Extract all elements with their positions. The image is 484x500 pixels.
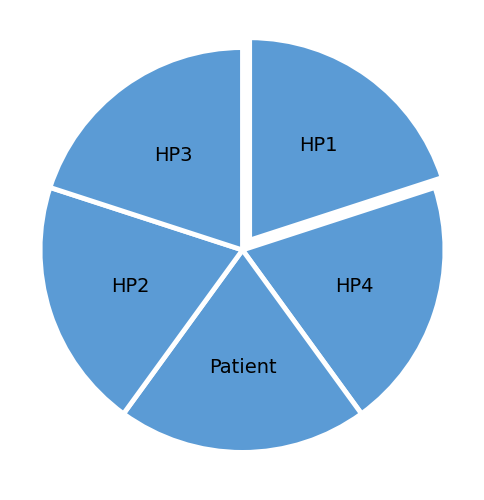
Wedge shape — [249, 38, 441, 240]
Text: HP1: HP1 — [299, 136, 337, 154]
Wedge shape — [50, 48, 242, 250]
Text: Patient: Patient — [208, 358, 276, 377]
Text: HP4: HP4 — [334, 277, 373, 296]
Wedge shape — [40, 188, 242, 414]
Wedge shape — [123, 250, 361, 452]
Wedge shape — [242, 188, 444, 414]
Text: HP2: HP2 — [111, 277, 150, 296]
Text: HP3: HP3 — [154, 146, 192, 165]
